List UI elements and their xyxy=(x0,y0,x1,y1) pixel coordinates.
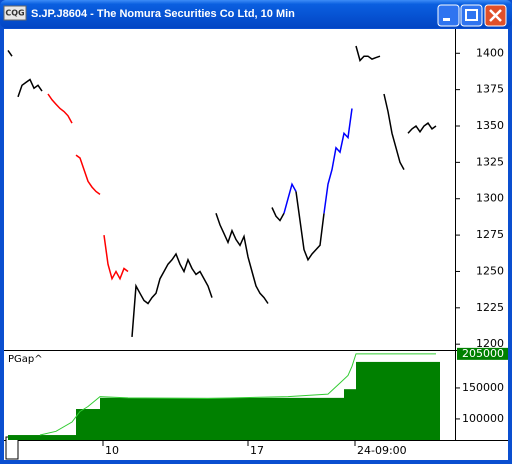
gap-area-step xyxy=(344,389,356,440)
app-icon xyxy=(3,5,27,21)
y-tick-label: 1225 xyxy=(476,301,504,314)
y-tick-label: 1350 xyxy=(476,119,504,132)
price-line xyxy=(103,234,129,281)
window-title: S.JP.J8604 - The Nomura Securities Co Lt… xyxy=(31,8,295,20)
price-line xyxy=(215,213,269,304)
gap-area-step xyxy=(76,409,100,440)
gap-area-step xyxy=(100,397,344,440)
y-tick-label: 1300 xyxy=(476,192,504,205)
close-button[interactable] xyxy=(484,4,507,27)
y-tick-label: 1200 xyxy=(476,337,504,350)
y-tick-label: 1375 xyxy=(476,83,504,96)
price-line xyxy=(131,252,213,337)
minimize-button[interactable] xyxy=(437,4,460,27)
y-tick-label: 1250 xyxy=(476,264,504,277)
pane-title: PGap^ xyxy=(8,354,43,365)
x-tick-label: 24-09:00 xyxy=(357,444,407,457)
price-line xyxy=(47,93,73,124)
price-line xyxy=(383,93,405,170)
maximize-button[interactable] xyxy=(460,4,483,27)
x-tick-label: 17 xyxy=(250,444,264,457)
title-bar xyxy=(0,0,512,28)
price-line xyxy=(7,49,13,57)
y-tick-label: 1325 xyxy=(476,155,504,168)
price-line xyxy=(295,191,325,262)
x-tick-label: 10 xyxy=(105,444,119,457)
gap-area-step xyxy=(8,435,76,440)
price-line xyxy=(271,207,285,222)
y-tick-label: 100000 xyxy=(462,412,504,425)
gap-area-step xyxy=(356,361,440,440)
app-icon-text: CQG xyxy=(5,9,24,18)
current-value-label: 205000 xyxy=(462,347,504,360)
y-tick-label: 1400 xyxy=(476,46,504,59)
gap-line xyxy=(39,353,436,436)
price-line xyxy=(75,154,101,196)
price-line xyxy=(17,78,43,98)
price-line xyxy=(355,45,381,62)
price-line xyxy=(323,108,353,214)
current-value-box xyxy=(457,347,508,360)
price-line xyxy=(283,182,297,214)
price-line xyxy=(407,122,437,134)
y-tick-label: 150000 xyxy=(462,381,504,394)
scroll-box[interactable] xyxy=(5,436,19,460)
y-tick-label: 1275 xyxy=(476,228,504,241)
